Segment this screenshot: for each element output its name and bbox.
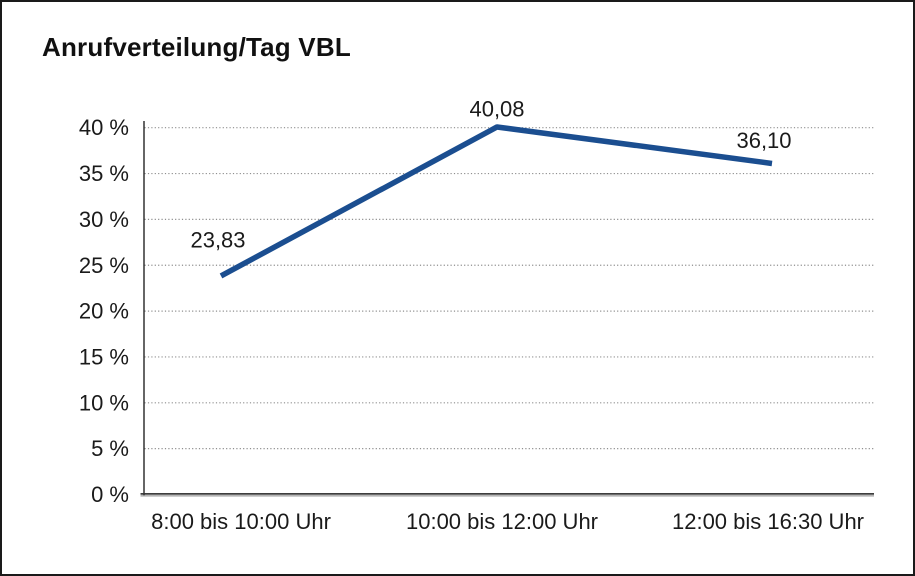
x-category-label: 8:00 bis 10:00 Uhr (151, 509, 331, 534)
y-tick-label: 0 % (91, 482, 129, 507)
y-tick-label: 10 % (79, 390, 129, 415)
data-point-label: 40,08 (469, 96, 524, 121)
x-category-label: 12:00 bis 16:30 Uhr (672, 509, 864, 534)
y-tick-label: 35 % (79, 161, 129, 186)
data-series-line (219, 124, 773, 279)
x-category-label: 10:00 bis 12:00 Uhr (406, 509, 598, 534)
y-tick-label: 40 % (79, 115, 129, 140)
y-tick-label: 25 % (79, 253, 129, 278)
y-tick-label: 20 % (79, 299, 129, 324)
data-point-label: 36,10 (736, 128, 791, 153)
data-point-label: 23,83 (190, 227, 245, 252)
y-tick-label: 30 % (79, 207, 129, 232)
chart-title: Anrufverteilung/Tag VBL (42, 32, 351, 62)
y-tick-label: 5 % (91, 436, 129, 461)
y-tick-label: 15 % (79, 344, 129, 369)
